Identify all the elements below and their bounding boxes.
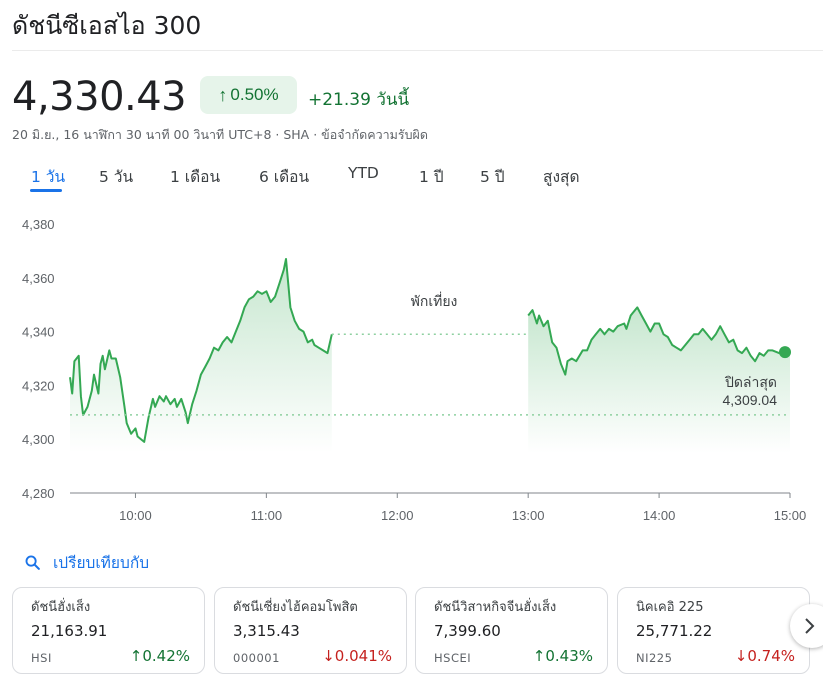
index-name: ดัชนีวิสาหกิจจีนฮั่งเส็ง [434,600,557,615]
index-name: นิคเคอิ 225 [636,600,704,615]
active-tab-indicator [30,189,62,192]
index-symbol: 000001 [233,651,280,665]
chevron-right-icon [805,618,815,634]
index-name: ดัชนีฮั่งเส็ง [31,600,91,615]
tab-max[interactable]: สูงสุด [543,168,580,186]
tab-1-month[interactable]: 1 เดือน [170,168,221,186]
x-tick-label: 13:00 [512,508,545,523]
percent-change-badge: ↑ 0.50% [200,76,297,114]
related-index-card[interactable]: ดัชนีวิสาหกิจจีนฮั่งเส็ง 7,399.60 HSCEI … [415,587,608,674]
price-series [69,258,790,453]
next-cards-button[interactable] [790,604,823,648]
index-value: 25,771.22 [636,622,713,640]
range-tabs: 1 วัน 5 วัน 1 เดือน 6 เดือน YTD 1 ปี 5 ป… [0,164,823,192]
current-price: 4,330.43 [12,74,187,120]
y-tick-label: 4,360 [22,271,55,286]
x-axis: 10:00 11:00 12:00 13:00 14:00 15:00 [70,492,807,523]
index-change: ↓0.041% [322,647,392,665]
afternoon-session-area [528,307,790,453]
index-change-value: 0.43% [545,647,593,665]
index-value: 21,163.91 [31,622,108,640]
last-price-dot [779,346,791,359]
y-tick-label: 4,320 [22,378,55,393]
index-value: 7,399.60 [434,622,501,640]
arrow-up-icon: ↑ [532,647,546,665]
x-tick-label: 10:00 [119,508,152,523]
compare-button[interactable]: เปรียบเทียบกับ [24,550,149,575]
y-tick-label: 4,340 [22,325,55,340]
index-symbol: HSI [31,651,52,665]
index-change: ↓0.74% [735,647,795,665]
tab-ytd[interactable]: YTD [348,164,379,182]
tab-1-day[interactable]: 1 วัน [31,168,66,186]
index-change: ↑0.42% [130,647,190,665]
related-index-card[interactable]: ดัชนีเซี่ยงไฮ้คอมโพสิต 3,315.43 000001 ↓… [214,587,407,674]
divider [12,50,823,51]
afternoon-session-line [527,306,790,376]
compare-label: เปรียบเทียบกับ [53,554,150,572]
y-tick-label: 4,280 [22,486,55,501]
x-tick-label: 14:00 [643,508,676,523]
y-tick-label: 4,300 [22,432,55,447]
tab-5-day[interactable]: 5 วัน [99,168,134,186]
percent-change-value: 0.50% [230,85,279,104]
morning-session-line [69,258,333,443]
index-symbol: HSCEI [434,651,472,665]
arrow-down-icon: ↓ [322,647,335,665]
index-symbol: NI225 [636,651,673,665]
arrow-up-icon: ↑ [218,84,228,105]
absolute-change: +21.39 วันนี้ [308,90,410,110]
related-index-card[interactable]: ดัชนีฮั่งเส็ง 21,163.91 HSI ↑0.42% [12,587,205,674]
tab-6-month[interactable]: 6 เดือน [259,168,310,186]
y-axis: 4,380 4,360 4,340 4,320 4,300 4,280 [22,217,55,501]
index-change-value: 0.041% [334,647,392,665]
previous-close-value: 4,309.04 [723,392,778,408]
arrow-up-icon: ↑ [129,647,143,665]
morning-session-area [70,259,332,453]
related-index-card[interactable]: นิคเคอิ 225 25,771.22 NI225 ↓0.74% [617,587,810,674]
chart-annotations: พักเที่ยงปิดล่าสุด4,309.04 [70,292,791,416]
page-title: ดัชนีซีเอสไอ 300 [12,11,202,40]
index-change-value: 0.74% [747,647,795,665]
lunch-break-label: พักเที่ยง [411,292,458,309]
arrow-down-icon: ↓ [734,647,748,665]
index-name: ดัชนีเซี่ยงไฮ้คอมโพสิต [233,600,358,615]
previous-close-label: ปิดล่าสุด [724,374,777,391]
x-tick-label: 15:00 [774,508,807,523]
x-tick-label: 11:00 [251,508,283,523]
index-change-value: 0.42% [142,647,190,665]
price-chart[interactable]: 4,380 4,360 4,340 4,320 4,300 4,280 10:00 11:0… [0,205,823,525]
tab-5-year[interactable]: 5 ปี [480,168,505,186]
index-change: ↑0.43% [533,647,593,665]
y-tick-label: 4,380 [22,217,55,232]
x-tick-label: 12:00 [381,508,414,523]
index-value: 3,315.43 [233,622,300,640]
tab-1-year[interactable]: 1 ปี [419,168,444,186]
timestamp-meta: 20 มิ.ย., 16 นาฬิกา 30 นาที 00 วินาที UT… [12,127,428,142]
search-icon [25,555,40,570]
